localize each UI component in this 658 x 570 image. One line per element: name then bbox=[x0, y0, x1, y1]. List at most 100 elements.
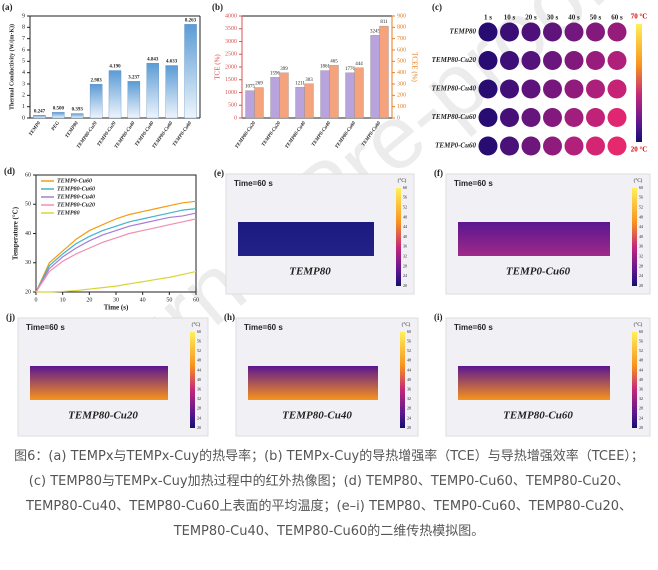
x-tick-label: 50 bbox=[166, 297, 172, 303]
ir-sample bbox=[564, 136, 584, 156]
bar bbox=[304, 83, 314, 119]
sim-time: Time=60 s bbox=[26, 323, 65, 332]
ir-sample bbox=[586, 108, 605, 127]
ir-sample bbox=[521, 136, 541, 156]
caption: 图6：(a) TEMPx与TEMPx-Cuy的热导率；(b) TEMPx-Cuy… bbox=[14, 449, 644, 539]
ir-sample bbox=[478, 51, 498, 70]
value-label: 1861 bbox=[320, 65, 331, 70]
colorbar-tick: 48 bbox=[639, 358, 643, 363]
value-label: 1075 bbox=[245, 85, 256, 90]
line bbox=[35, 200, 197, 293]
panel-label: (e) bbox=[214, 168, 224, 178]
y-tick-label: 4 bbox=[22, 70, 25, 76]
sim-field bbox=[30, 366, 168, 400]
y-tick-label: 1500 bbox=[225, 77, 237, 83]
colorbar-tick: 60 bbox=[639, 185, 643, 190]
ir-sample bbox=[586, 22, 605, 42]
colorbar-tick: 56 bbox=[639, 339, 643, 344]
ir-sample bbox=[521, 79, 541, 99]
panel-label: (f) bbox=[434, 168, 443, 178]
y-tick-label: 2 bbox=[22, 93, 25, 99]
bar bbox=[345, 72, 355, 119]
colorbar-tick: 48 bbox=[197, 358, 201, 363]
colorbar-unit: (°C) bbox=[398, 179, 407, 184]
time-label: 30 s bbox=[547, 14, 559, 22]
colorbar-tick: 20 bbox=[403, 283, 407, 288]
y-tick-label: 3 bbox=[22, 81, 25, 87]
panel-label: (h) bbox=[224, 312, 235, 322]
colorbar-tick: 32 bbox=[407, 396, 411, 401]
y-tick-label: 6 bbox=[22, 47, 25, 53]
ir-colorbar bbox=[636, 24, 642, 142]
colorbar-max: 70 °C bbox=[631, 13, 648, 21]
colorbar-tick: 24 bbox=[197, 415, 201, 420]
colorbar-tick: 48 bbox=[639, 214, 643, 219]
x-tick-label: 40 bbox=[140, 297, 146, 303]
line bbox=[35, 208, 197, 293]
ir-sample bbox=[521, 108, 541, 127]
ir-sample bbox=[607, 136, 627, 156]
y-tick-label: 9 bbox=[22, 13, 25, 19]
colorbar-tick: 20 bbox=[197, 425, 201, 430]
sim-name: TEMP0-Cu60 bbox=[506, 266, 571, 278]
ir-sample bbox=[478, 79, 498, 99]
colorbar-tick: 36 bbox=[403, 244, 407, 249]
ir-sample bbox=[543, 51, 562, 70]
colorbar-tick: 20 bbox=[407, 425, 411, 430]
x-tick-label: TEMP0-Cu20 bbox=[97, 121, 118, 148]
ir-sample bbox=[586, 136, 605, 156]
colorbar-tick: 40 bbox=[639, 377, 643, 382]
sim-colorbar bbox=[632, 332, 637, 428]
ir-sample bbox=[607, 51, 627, 70]
colorbar-tick: 44 bbox=[407, 367, 411, 372]
ir-sample bbox=[564, 108, 584, 127]
line bbox=[35, 218, 197, 293]
colorbar-tick: 36 bbox=[197, 387, 201, 392]
panel-label: (d) bbox=[4, 166, 15, 176]
legend-label: TEMP80-Cu20 bbox=[57, 202, 95, 208]
value-label: 1211 bbox=[295, 81, 305, 86]
colorbar-tick: 44 bbox=[197, 367, 201, 372]
bar bbox=[89, 84, 103, 119]
y-tick-label: 1000 bbox=[225, 90, 237, 96]
sim-name: TEMP80-Cu60 bbox=[503, 410, 573, 422]
ir-sample bbox=[500, 79, 519, 99]
value-label: 0.247 bbox=[34, 109, 46, 114]
colorbar-tick: 52 bbox=[197, 348, 201, 353]
colorbar-tick: 40 bbox=[403, 234, 407, 239]
time-label: 20 s bbox=[525, 14, 537, 22]
value-label: 399 bbox=[280, 67, 288, 72]
colorbar-tick: 56 bbox=[197, 339, 201, 344]
y-tick-label: 5 bbox=[22, 59, 25, 65]
colorbar-tick: 32 bbox=[197, 396, 201, 401]
colorbar-tick: 52 bbox=[407, 348, 411, 353]
x-tick-label: 0 bbox=[35, 297, 38, 303]
colorbar-tick: 48 bbox=[407, 358, 411, 363]
ir-sample bbox=[564, 51, 584, 70]
bar bbox=[108, 70, 122, 119]
row-label: TEMP80-Cu40 bbox=[432, 85, 477, 93]
x-tick-label: PEG bbox=[51, 121, 61, 132]
sim-time: Time=60 s bbox=[244, 323, 283, 332]
ir-sample bbox=[586, 79, 605, 99]
sim-colorbar bbox=[396, 188, 401, 286]
time-label: 60 s bbox=[611, 14, 623, 22]
colorbar-tick: 44 bbox=[403, 224, 407, 229]
line bbox=[35, 212, 197, 293]
x-tick-label: TEMP80-Cu20 bbox=[235, 121, 258, 150]
legend-label: TEMP0-Cu60 bbox=[57, 178, 92, 184]
legend-label: TEMP80 bbox=[57, 210, 80, 216]
y-tick-label: 700 bbox=[397, 36, 406, 42]
y-tick-label: 3000 bbox=[225, 39, 237, 45]
colorbar-unit: (°C) bbox=[634, 323, 643, 328]
y-tick-label: 800 bbox=[397, 25, 406, 31]
y-tick-label: 2000 bbox=[225, 64, 237, 70]
x-tick-label: TEMP0-Cu60 bbox=[172, 121, 193, 148]
x-tick-label: 30 bbox=[113, 297, 119, 303]
sim-field bbox=[238, 222, 374, 256]
y-tick-label: 500 bbox=[228, 103, 237, 109]
bar bbox=[184, 24, 197, 119]
sim-time: Time=60 s bbox=[234, 179, 273, 188]
